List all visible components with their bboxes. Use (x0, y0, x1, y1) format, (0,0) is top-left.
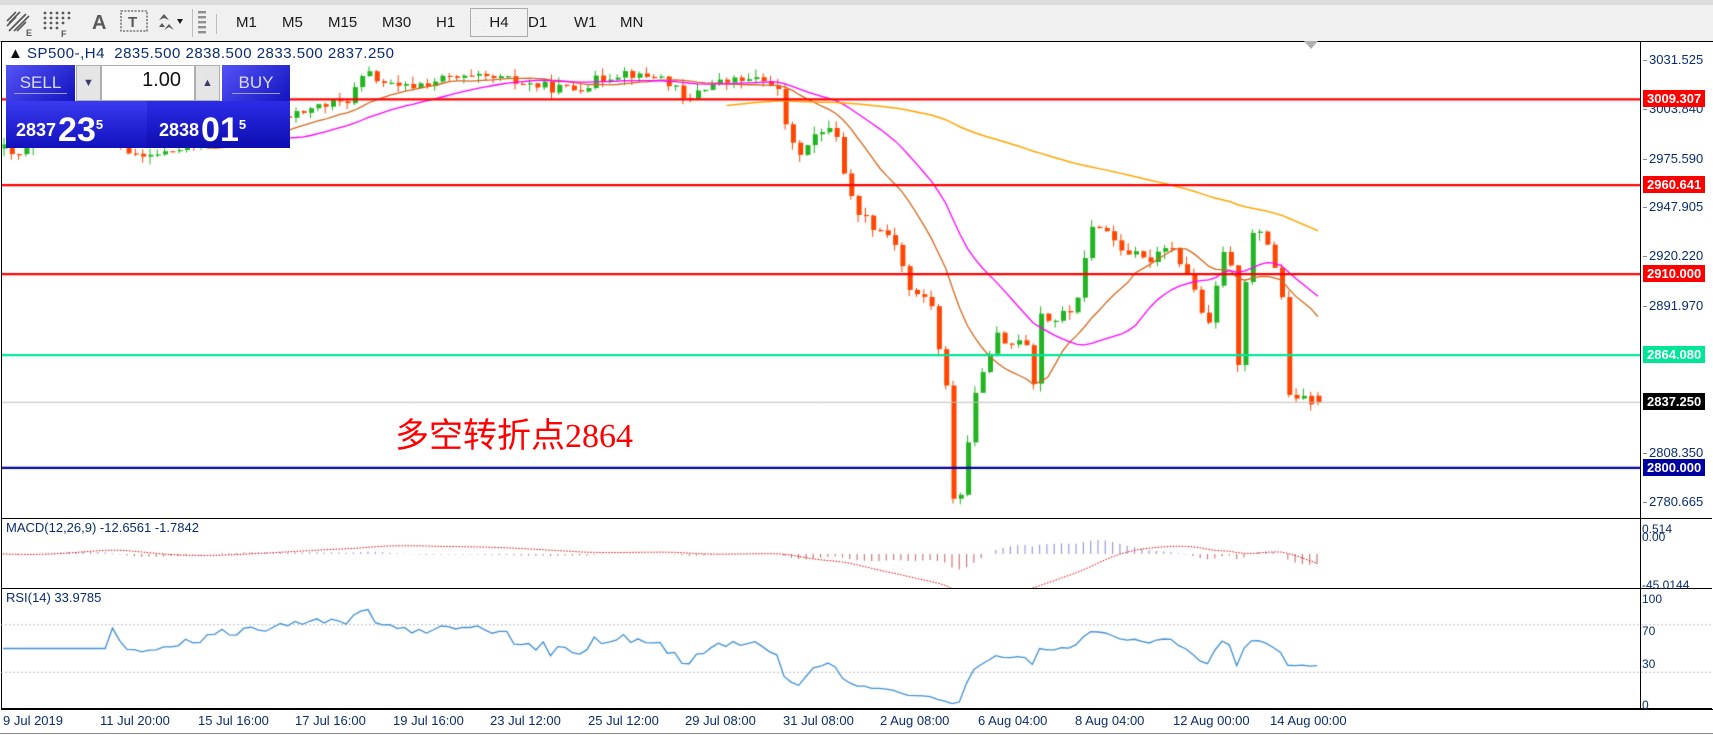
svg-text:F: F (61, 29, 67, 38)
svg-text:T: T (128, 14, 137, 31)
svg-text:E: E (26, 28, 32, 38)
